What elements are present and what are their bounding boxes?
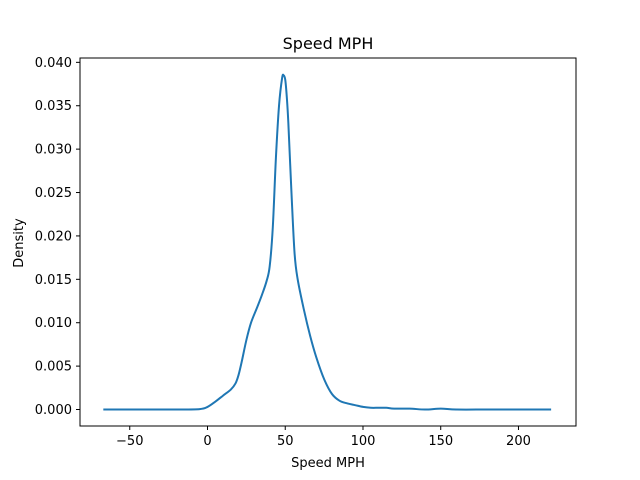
plot-area	[103, 73, 552, 411]
x-tick-label: 100	[351, 434, 376, 449]
x-tick-label: 50	[277, 434, 294, 449]
x-axis-title: Speed MPH	[291, 456, 365, 471]
y-tick-label: 0.030	[35, 143, 72, 158]
y-tick-label: 0.010	[35, 316, 72, 331]
y-tick-label: 0.040	[35, 56, 72, 71]
plot-frame	[79, 57, 577, 427]
x-tick-label: 0	[203, 434, 211, 449]
y-tick-label: 0.005	[35, 360, 72, 375]
x-axis: −50 0 50 100 150 200	[116, 426, 531, 449]
y-axis: 0.000 0.005 0.010 0.015 0.020 0.025 0.030 0.035…	[35, 56, 80, 418]
density-line	[103, 73, 552, 411]
x-tick-label: 200	[506, 434, 531, 449]
y-axis-title: Density	[12, 218, 27, 268]
y-tick-label: 0.000	[35, 403, 72, 418]
x-tick-label: −50	[116, 434, 143, 449]
y-tick-label: 0.025	[35, 186, 72, 201]
chart-title: Speed MPH	[283, 34, 374, 53]
y-tick-label: 0.020	[35, 229, 72, 244]
x-tick-label: 150	[428, 434, 453, 449]
y-tick-label: 0.035	[35, 99, 72, 114]
y-tick-label: 0.015	[35, 273, 72, 288]
